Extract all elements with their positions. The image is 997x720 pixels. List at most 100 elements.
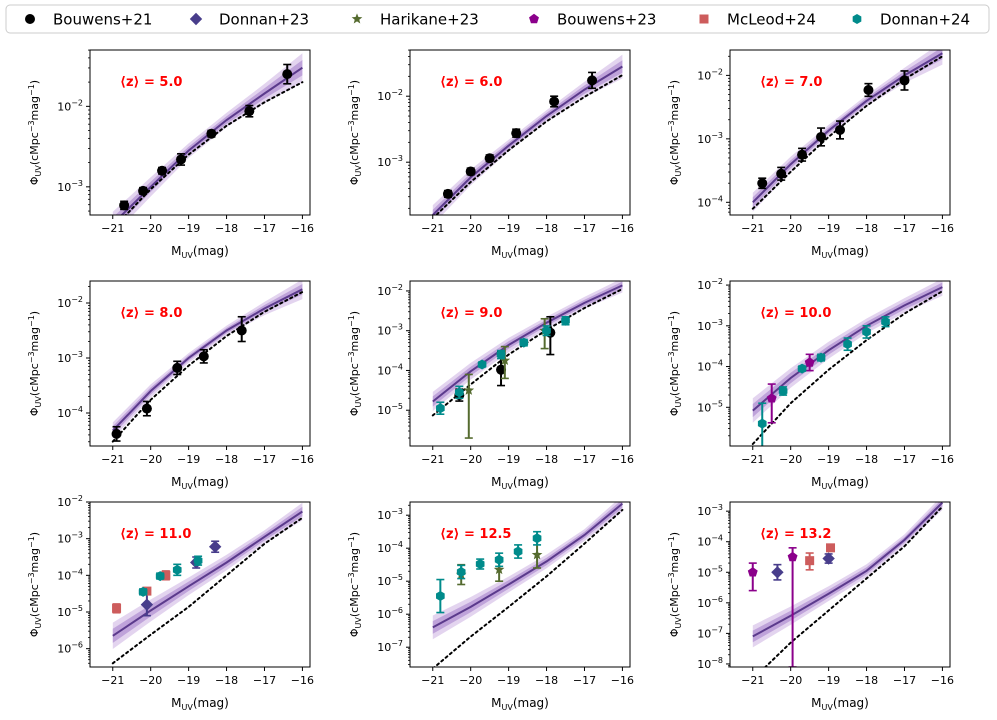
y-tick-base: 10: [697, 505, 711, 518]
x-tick-label: −18: [855, 222, 878, 235]
y-axis-label-sup: −3: [667, 351, 676, 363]
x-tick-label: −20: [139, 453, 162, 466]
x-tick-label: −20: [139, 222, 162, 235]
y-tick-base: 10: [57, 100, 71, 113]
x-tick-label: −16: [291, 674, 314, 687]
data-point: [493, 564, 505, 575]
x-axis-label: MUV(mag): [171, 475, 229, 491]
schechter-dotted-line: [124, 81, 304, 215]
data-point: [172, 362, 183, 373]
model-median-line: [432, 65, 623, 215]
y-tick-label: 10−5: [697, 399, 723, 414]
y-tick-exponent: −3: [711, 503, 723, 512]
x-axis-label-sub: UV: [822, 251, 834, 260]
data-point: [532, 533, 542, 544]
y-tick-base: 10: [697, 627, 711, 640]
y-tick-label: 10−3: [377, 154, 403, 169]
data-point: [208, 540, 222, 553]
y-tick-base: 10: [377, 90, 391, 103]
y-tick-base: 10: [377, 325, 391, 338]
y-tick-label: 10−5: [377, 573, 403, 588]
y-tick-base: 10: [57, 569, 71, 582]
x-tick-label: −16: [931, 453, 954, 466]
y-tick-label: 10−6: [57, 641, 83, 656]
y-tick-base: 10: [57, 643, 71, 656]
y-tick-base: 10: [697, 69, 711, 82]
legend-item-donnan-24: Donnan+24: [852, 11, 970, 29]
axes-frame: [89, 49, 311, 216]
x-tick-label: −21: [421, 674, 444, 687]
redshift-label: ⟨z⟩ = 11.0: [120, 527, 191, 542]
data-point: [193, 555, 203, 566]
x-axis-label-sub: UV: [182, 251, 194, 260]
model-median-line: [432, 502, 624, 629]
data-point: [496, 349, 506, 360]
y-tick-base: 10: [57, 533, 71, 546]
x-tick-label: −18: [855, 453, 878, 466]
series-donnan-24: [436, 315, 570, 415]
x-tick-label: −16: [611, 453, 634, 466]
y-axis-label-unit: ): [668, 532, 681, 536]
y-tick-base: 10: [697, 196, 711, 209]
axes-frame: [729, 49, 951, 216]
y-axis-label-unit: mag: [668, 327, 681, 351]
y-tick-exponent: −3: [391, 323, 403, 332]
plot-area: [751, 281, 944, 446]
panel-7: −21 −20 −19 −18 −17 −1610−610−510−410−310−2MU…: [27, 494, 314, 712]
redshift-label: ⟨z⟩ = 12.5: [440, 527, 511, 542]
panel-1: −21 −20 −19 −18 −17 −1610−310−2MUV(mag)ΦUV(cM…: [27, 49, 314, 260]
y-axis-label-sup: −1: [667, 84, 676, 96]
x-axis-label-unit: (mag): [513, 696, 549, 710]
y-axis-label-unit: ): [28, 311, 41, 315]
data-point: [494, 554, 504, 565]
y-axis-label-main: Φ: [668, 628, 681, 637]
x-axis-label-main: M: [171, 244, 181, 258]
redshift-label: ⟨z⟩ = 10.0: [760, 306, 831, 321]
axes-frame: [409, 280, 631, 447]
x-tick-label: −19: [497, 222, 520, 235]
legend-item-mcleod-24: McLeod+24: [699, 11, 816, 29]
data-point: [477, 359, 487, 370]
y-tick-exponent: −3: [71, 350, 83, 359]
schechter-dotted-line: [433, 508, 624, 667]
y-axis-label-sup: −3: [667, 120, 676, 132]
x-axis-label-unit: (mag): [833, 244, 869, 258]
x-tick-label: −21: [101, 453, 124, 466]
legend-marker-circle: [25, 14, 35, 24]
y-tick-label: 10−5: [697, 564, 723, 579]
y-axis-label-sub: UV: [34, 396, 43, 408]
x-tick-label: −21: [101, 222, 124, 235]
y-tick-label: 10−4: [697, 194, 723, 209]
model-band-inner: [432, 60, 623, 215]
y-axis-label-sup: −1: [347, 315, 356, 327]
y-axis-label-unit: ): [28, 532, 41, 536]
x-tick-label: −17: [573, 453, 596, 466]
y-axis-label-main: Φ: [28, 628, 41, 637]
data-point: [198, 351, 209, 362]
legend-label: Donnan+24: [880, 11, 970, 29]
y-tick-label: 10−4: [377, 540, 403, 555]
data-point: [843, 339, 852, 350]
x-axis-label-unit: (mag): [513, 244, 549, 258]
legend-item-harikane-23: Harikane+23: [351, 11, 479, 29]
y-tick-exponent: −3: [391, 154, 403, 163]
y-tick-label: 10−3: [57, 179, 83, 194]
x-tick-label: −20: [459, 453, 482, 466]
y-axis-label-sup: −3: [347, 572, 356, 584]
y-axis-label-sub: UV: [354, 617, 363, 629]
data-point: [172, 564, 182, 575]
y-axis-label: ΦUV(cMpc−3mag−1): [347, 80, 363, 185]
y-tick-base: 10: [377, 509, 391, 522]
x-axis-label: MUV(mag): [491, 696, 549, 712]
y-tick-exponent: −2: [71, 295, 83, 304]
x-tick-label: −21: [421, 222, 444, 235]
y-tick-label: 10−7: [697, 625, 723, 640]
x-tick-label: −20: [779, 222, 802, 235]
x-axis-label-main: M: [171, 696, 181, 710]
x-tick-label: −18: [535, 222, 558, 235]
y-tick-base: 10: [377, 641, 391, 654]
y-axis-label-unit: (cMpc: [668, 584, 681, 617]
data-point: [816, 131, 827, 142]
x-tick-label: −21: [741, 674, 764, 687]
